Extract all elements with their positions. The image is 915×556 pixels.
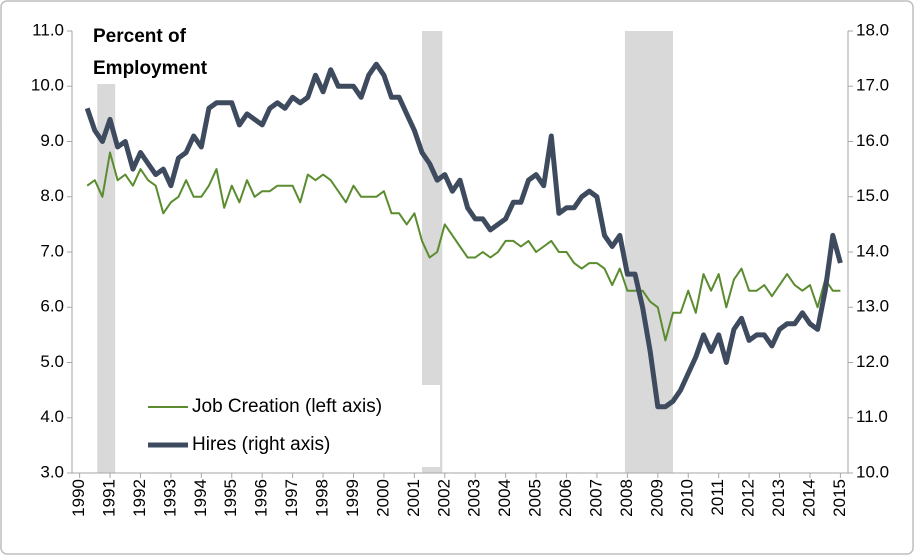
x-tick-label: 2001 [404, 479, 423, 517]
x-tick-label: 2014 [799, 479, 818, 517]
y-tick-label: 3.0 [40, 462, 64, 481]
x-tick-label: 1998 [313, 479, 332, 517]
y2-tick-label: 12.0 [856, 352, 889, 371]
x-tick-label: 2006 [556, 479, 575, 517]
recession-band [624, 31, 674, 473]
legend-box [140, 385, 440, 467]
x-tick-label: 1997 [282, 479, 301, 517]
x-tick-label: 1999 [343, 479, 362, 517]
y-tick-label: 7.0 [40, 241, 64, 260]
x-tick-label: 1993 [160, 479, 179, 517]
legend-label: Hires (right axis) [192, 434, 330, 455]
x-tick-label: 1990 [69, 479, 88, 517]
y2-tick-label: 14.0 [856, 241, 889, 260]
x-tick-label: 2000 [373, 479, 392, 517]
y-tick-label: 4.0 [40, 407, 64, 426]
y-tick-label: 8.0 [40, 186, 64, 205]
x-tick-label: 2011 [708, 479, 727, 516]
y2-tick-label: 15.0 [856, 186, 889, 205]
x-tick-label: 1995 [221, 479, 240, 517]
y-tick-label: 10.0 [31, 76, 64, 95]
y-tick-label: 5.0 [40, 352, 64, 371]
y-tick-label: 6.0 [40, 297, 64, 316]
x-tick-label: 2010 [678, 479, 697, 517]
legend-label: Job Creation (left axis) [192, 396, 382, 417]
y2-tick-label: 13.0 [856, 297, 889, 316]
x-tick-label: 1991 [100, 479, 119, 517]
y2-tick-label: 16.0 [856, 131, 889, 150]
x-tick-label: 2003 [465, 479, 484, 517]
x-tick-label: 2008 [617, 479, 636, 517]
label-background [88, 22, 236, 84]
y-axis-title: Percent of [93, 26, 187, 47]
recession-band [97, 31, 116, 473]
recession-band [421, 31, 443, 473]
y2-tick-label: 11.0 [856, 407, 888, 426]
x-tick-label: 2007 [586, 479, 605, 517]
x-tick-label: 1992 [130, 479, 149, 517]
x-tick-label: 2004 [495, 479, 514, 517]
x-tick-label: 2005 [526, 479, 545, 517]
x-tick-label: 2013 [769, 479, 788, 517]
x-tick-label: 2009 [647, 479, 666, 517]
data-line [84, 61, 843, 410]
x-tick-label: 2015 [830, 479, 849, 517]
x-tick-label: 1994 [191, 479, 210, 517]
x-tick-label: 2012 [739, 479, 758, 517]
y2-tick-label: 17.0 [856, 76, 889, 95]
x-tick-label: 1996 [252, 479, 271, 517]
y-axis-title: Employment [93, 58, 208, 79]
y-tick-label: 9.0 [40, 131, 64, 150]
y2-tick-label: 10.0 [856, 462, 889, 481]
data-line [86, 151, 841, 342]
y2-tick-label: 18.0 [856, 20, 889, 39]
x-tick-label: 2002 [434, 479, 453, 517]
y-tick-label: 11.0 [32, 20, 64, 39]
